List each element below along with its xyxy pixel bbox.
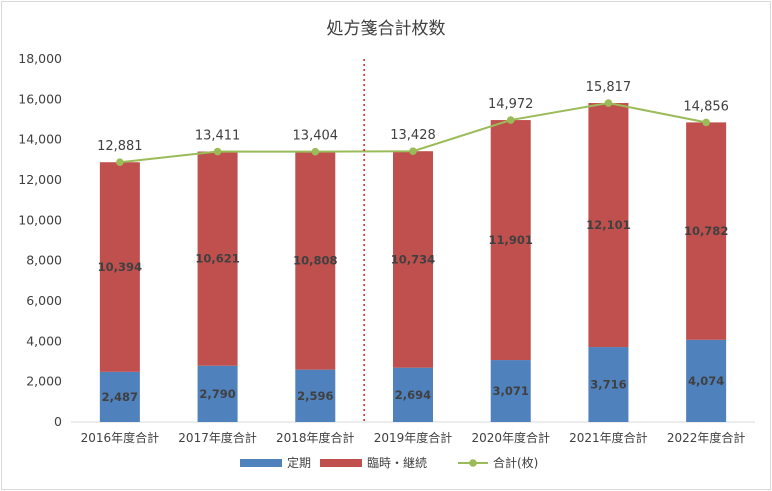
bar-segment	[393, 367, 433, 422]
bar-value-label: 10,394	[98, 260, 142, 274]
bar-value-label: 10,808	[293, 254, 337, 268]
total-value-label: 12,881	[97, 139, 143, 154]
bar-value-label: 2,487	[102, 390, 138, 404]
total-point	[213, 147, 222, 156]
bar-segment	[295, 369, 336, 422]
total-line-layer: 12,881 13,411 13,404 13,428 14,972 15,817 14,8…	[97, 80, 729, 167]
total-point	[409, 147, 417, 156]
x-tick-label: 2022年度合計	[667, 430, 746, 445]
bar-value-label: 2,694	[395, 388, 431, 402]
legend-label: 合計(枚)	[493, 455, 538, 470]
bar-segment	[295, 151, 336, 370]
chart-title: 処方箋合計枚数	[327, 19, 446, 39]
total-point	[702, 118, 710, 127]
legend-swatch	[320, 459, 362, 467]
bar-value-label: 11,901	[489, 233, 533, 247]
y-tick-label: 2,000	[26, 374, 62, 389]
bar-value-label: 10,782	[684, 224, 728, 238]
bar-value-label: 4,074	[688, 374, 724, 388]
bar-segment	[393, 151, 433, 368]
bars	[99, 103, 727, 422]
x-tick-label: 2019年度合計	[374, 430, 453, 445]
total-value-label: 14,972	[488, 97, 534, 112]
bar-value-label: 2,790	[199, 387, 235, 401]
y-tick-label: 10,000	[18, 212, 62, 227]
bar-segment	[490, 120, 531, 361]
x-tick-label: 2016年度合計	[81, 430, 160, 445]
y-tick-label: 16,000	[18, 91, 62, 106]
total-point	[604, 99, 613, 107]
bar-segment	[588, 103, 629, 348]
x-tick-label: 2020年度合計	[471, 430, 550, 445]
total-point	[311, 147, 320, 156]
bar-segment	[99, 162, 140, 372]
bar-value-label: 10,734	[391, 252, 435, 266]
y-tick-label: 4,000	[26, 333, 62, 348]
legend-swatch	[240, 459, 282, 467]
bar-value-label: 3,716	[590, 378, 626, 392]
total-value-label: 14,856	[683, 99, 729, 114]
x-tick-label: 2017年度合計	[178, 430, 257, 445]
y-tick-label: 12,000	[18, 172, 62, 187]
y-tick-label: 8,000	[26, 253, 62, 268]
y-tick-label: 18,000	[18, 51, 62, 66]
bar-segment	[197, 365, 238, 422]
bar-segment	[490, 360, 531, 422]
bar-segment	[99, 371, 140, 422]
y-tick-label: 0	[54, 414, 62, 429]
x-tick-label: 2018年度合計	[276, 430, 355, 445]
bar-value-label: 2,596	[297, 389, 333, 403]
total-point	[116, 158, 124, 167]
total-point	[506, 116, 515, 124]
y-tick-label: 14,000	[18, 132, 62, 147]
legend-marker	[469, 459, 477, 467]
bar-segment	[686, 339, 727, 422]
bar-value-label: 10,621	[195, 252, 239, 266]
bar-segment	[686, 122, 727, 340]
total-value-label: 13,428	[390, 128, 436, 143]
axes: 0 2,000 4,000 6,000 8,000 10,000 12,000 14,000 1…	[18, 51, 755, 445]
y-tick-label: 6,000	[26, 293, 62, 308]
bar-value-label: 12,101	[586, 218, 630, 232]
total-value-label: 13,404	[293, 129, 339, 144]
bar-segment	[588, 347, 629, 422]
total-value-label: 13,411	[195, 129, 241, 144]
total-value-label: 15,817	[586, 80, 632, 95]
bar-value-label: 3,071	[493, 384, 529, 398]
legend: 定期 臨時・継続 合計(枚)	[240, 455, 538, 470]
segment-labels: 2,487 2,790 2,596 2,694 3,071 3,716 4,074 10,39…	[98, 218, 729, 404]
legend-label: 定期	[287, 455, 311, 470]
x-tick-label: 2021年度合計	[569, 430, 648, 445]
legend-label: 臨時・継続	[367, 455, 427, 470]
bar-segment	[197, 151, 238, 366]
